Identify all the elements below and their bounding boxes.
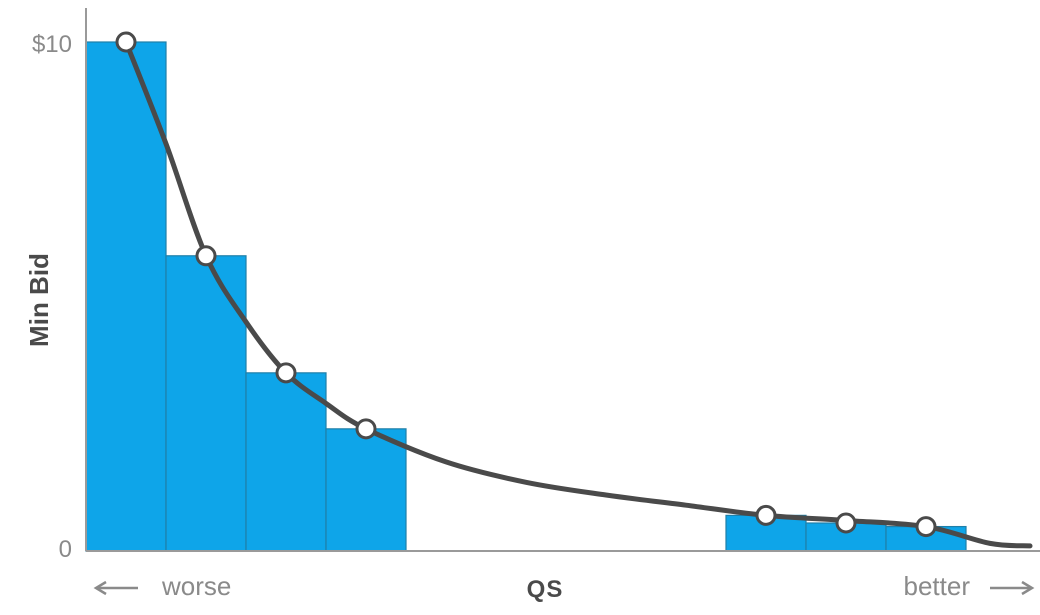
data-point-6 <box>835 512 857 534</box>
left-arrow-icon <box>93 580 138 596</box>
points-layer <box>115 31 937 538</box>
y-tick-label-1: 0 <box>59 536 72 563</box>
data-point-2 <box>195 245 217 267</box>
x-axis-label: QS <box>527 576 564 603</box>
data-point-5 <box>755 504 777 526</box>
worse-label: worse <box>161 571 231 601</box>
worse-indicator: worse <box>93 571 231 601</box>
bars-layer <box>85 41 967 552</box>
y-axis-label: Min Bid <box>24 253 54 347</box>
right-arrow-icon <box>990 580 1035 596</box>
bar-2 <box>165 255 247 552</box>
data-point-4 <box>355 418 377 440</box>
y-ticks: 0 $10 <box>32 31 72 563</box>
data-point-7 <box>915 516 937 538</box>
data-point-3 <box>275 362 297 384</box>
bar-1 <box>85 41 167 552</box>
y-tick-label-2: $10 <box>32 31 72 58</box>
better-label: better <box>904 571 971 601</box>
min-bid-curve <box>123 39 1033 549</box>
better-indicator: better <box>904 571 1035 601</box>
bar-4 <box>325 428 407 552</box>
bar-3 <box>245 372 327 552</box>
data-point-1 <box>115 31 137 53</box>
